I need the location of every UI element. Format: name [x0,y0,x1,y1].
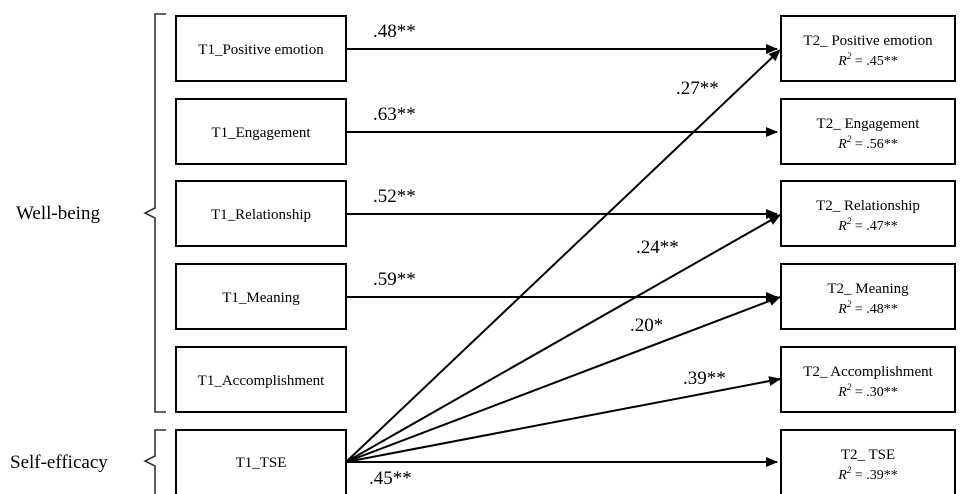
node-t1-accomplishment: T1_Accomplishment [175,346,347,413]
svg-text:T1_TSE: T1_TSE [236,455,287,471]
path-arrow-tse-me [345,296,781,463]
node-t1-positive-emotion: T1_Positive emotion [175,15,347,82]
node-t1-tse: T1_TSE [175,429,347,494]
svg-text:T2_ Meaning: T2_ Meaning [827,281,909,297]
path-arrow-tse-re [345,214,781,463]
r2-t2-tse: R2 = .39** [837,465,897,483]
coef-re-re: .52** [373,186,416,207]
path-arrow-tse-pe [345,49,781,463]
node-t2-tse: T2_ TSE R2 = .39** [780,429,956,494]
coef-me-me: .59** [373,269,416,290]
coef-tse-pe: .27** [676,78,719,99]
coef-tse-ac: .39** [683,368,726,389]
svg-text:T1_Relationship: T1_Relationship [211,207,311,223]
coef-en-en: .63** [373,104,416,125]
svg-text:T1_Accomplishment: T1_Accomplishment [198,373,325,389]
node-t1-relationship: T1_Relationship [175,180,347,247]
selfefficacy-brace [143,429,166,494]
wellbeing-label: Well-being [16,203,100,224]
path-arrow-tse-ac [345,376,781,463]
r2-t2-meaning: R2 = .48** [837,299,897,317]
svg-text:T2_ Engagement: T2_ Engagement [817,116,921,132]
node-t2-accomplishment: T2_ Accomplishment R2 = .30** [780,346,956,413]
r2-t2-positive-emotion: R2 = .45** [837,51,897,69]
node-t2-positive-emotion: T2_ Positive emotion R2 = .45** [780,15,956,82]
node-t1-engagement: T1_Engagement [175,98,347,165]
r2-t2-relationship: R2 = .47** [837,216,897,234]
svg-text:T1_Meaning: T1_Meaning [222,290,300,306]
wellbeing-brace [143,13,166,413]
svg-text:T2_ Accomplishment: T2_ Accomplishment [803,364,933,380]
coef-tse-tse: .45** [369,468,412,489]
coef-tse-re: .24** [636,237,679,258]
svg-text:T2_ TSE: T2_ TSE [841,447,895,463]
node-t2-engagement: T2_ Engagement R2 = .56** [780,98,956,165]
svg-text:T2_ Positive emotion: T2_ Positive emotion [803,33,933,49]
r2-t2-engagement: R2 = .56** [837,134,897,152]
svg-text:T1_Engagement: T1_Engagement [211,125,311,141]
r2-t2-accomplishment: R2 = .30** [837,382,897,400]
coef-pe-pe: .48** [373,21,416,42]
coef-tse-me: .20* [630,315,663,336]
svg-text:T1_Positive emotion: T1_Positive emotion [198,42,324,58]
node-t2-relationship: T2_ Relationship R2 = .47** [780,180,956,247]
selfefficacy-label: Self-efficacy [10,452,108,473]
svg-text:T2_ Relationship: T2_ Relationship [816,198,920,214]
node-t2-meaning: T2_ Meaning R2 = .48** [780,263,956,330]
node-t1-meaning: T1_Meaning [175,263,347,330]
